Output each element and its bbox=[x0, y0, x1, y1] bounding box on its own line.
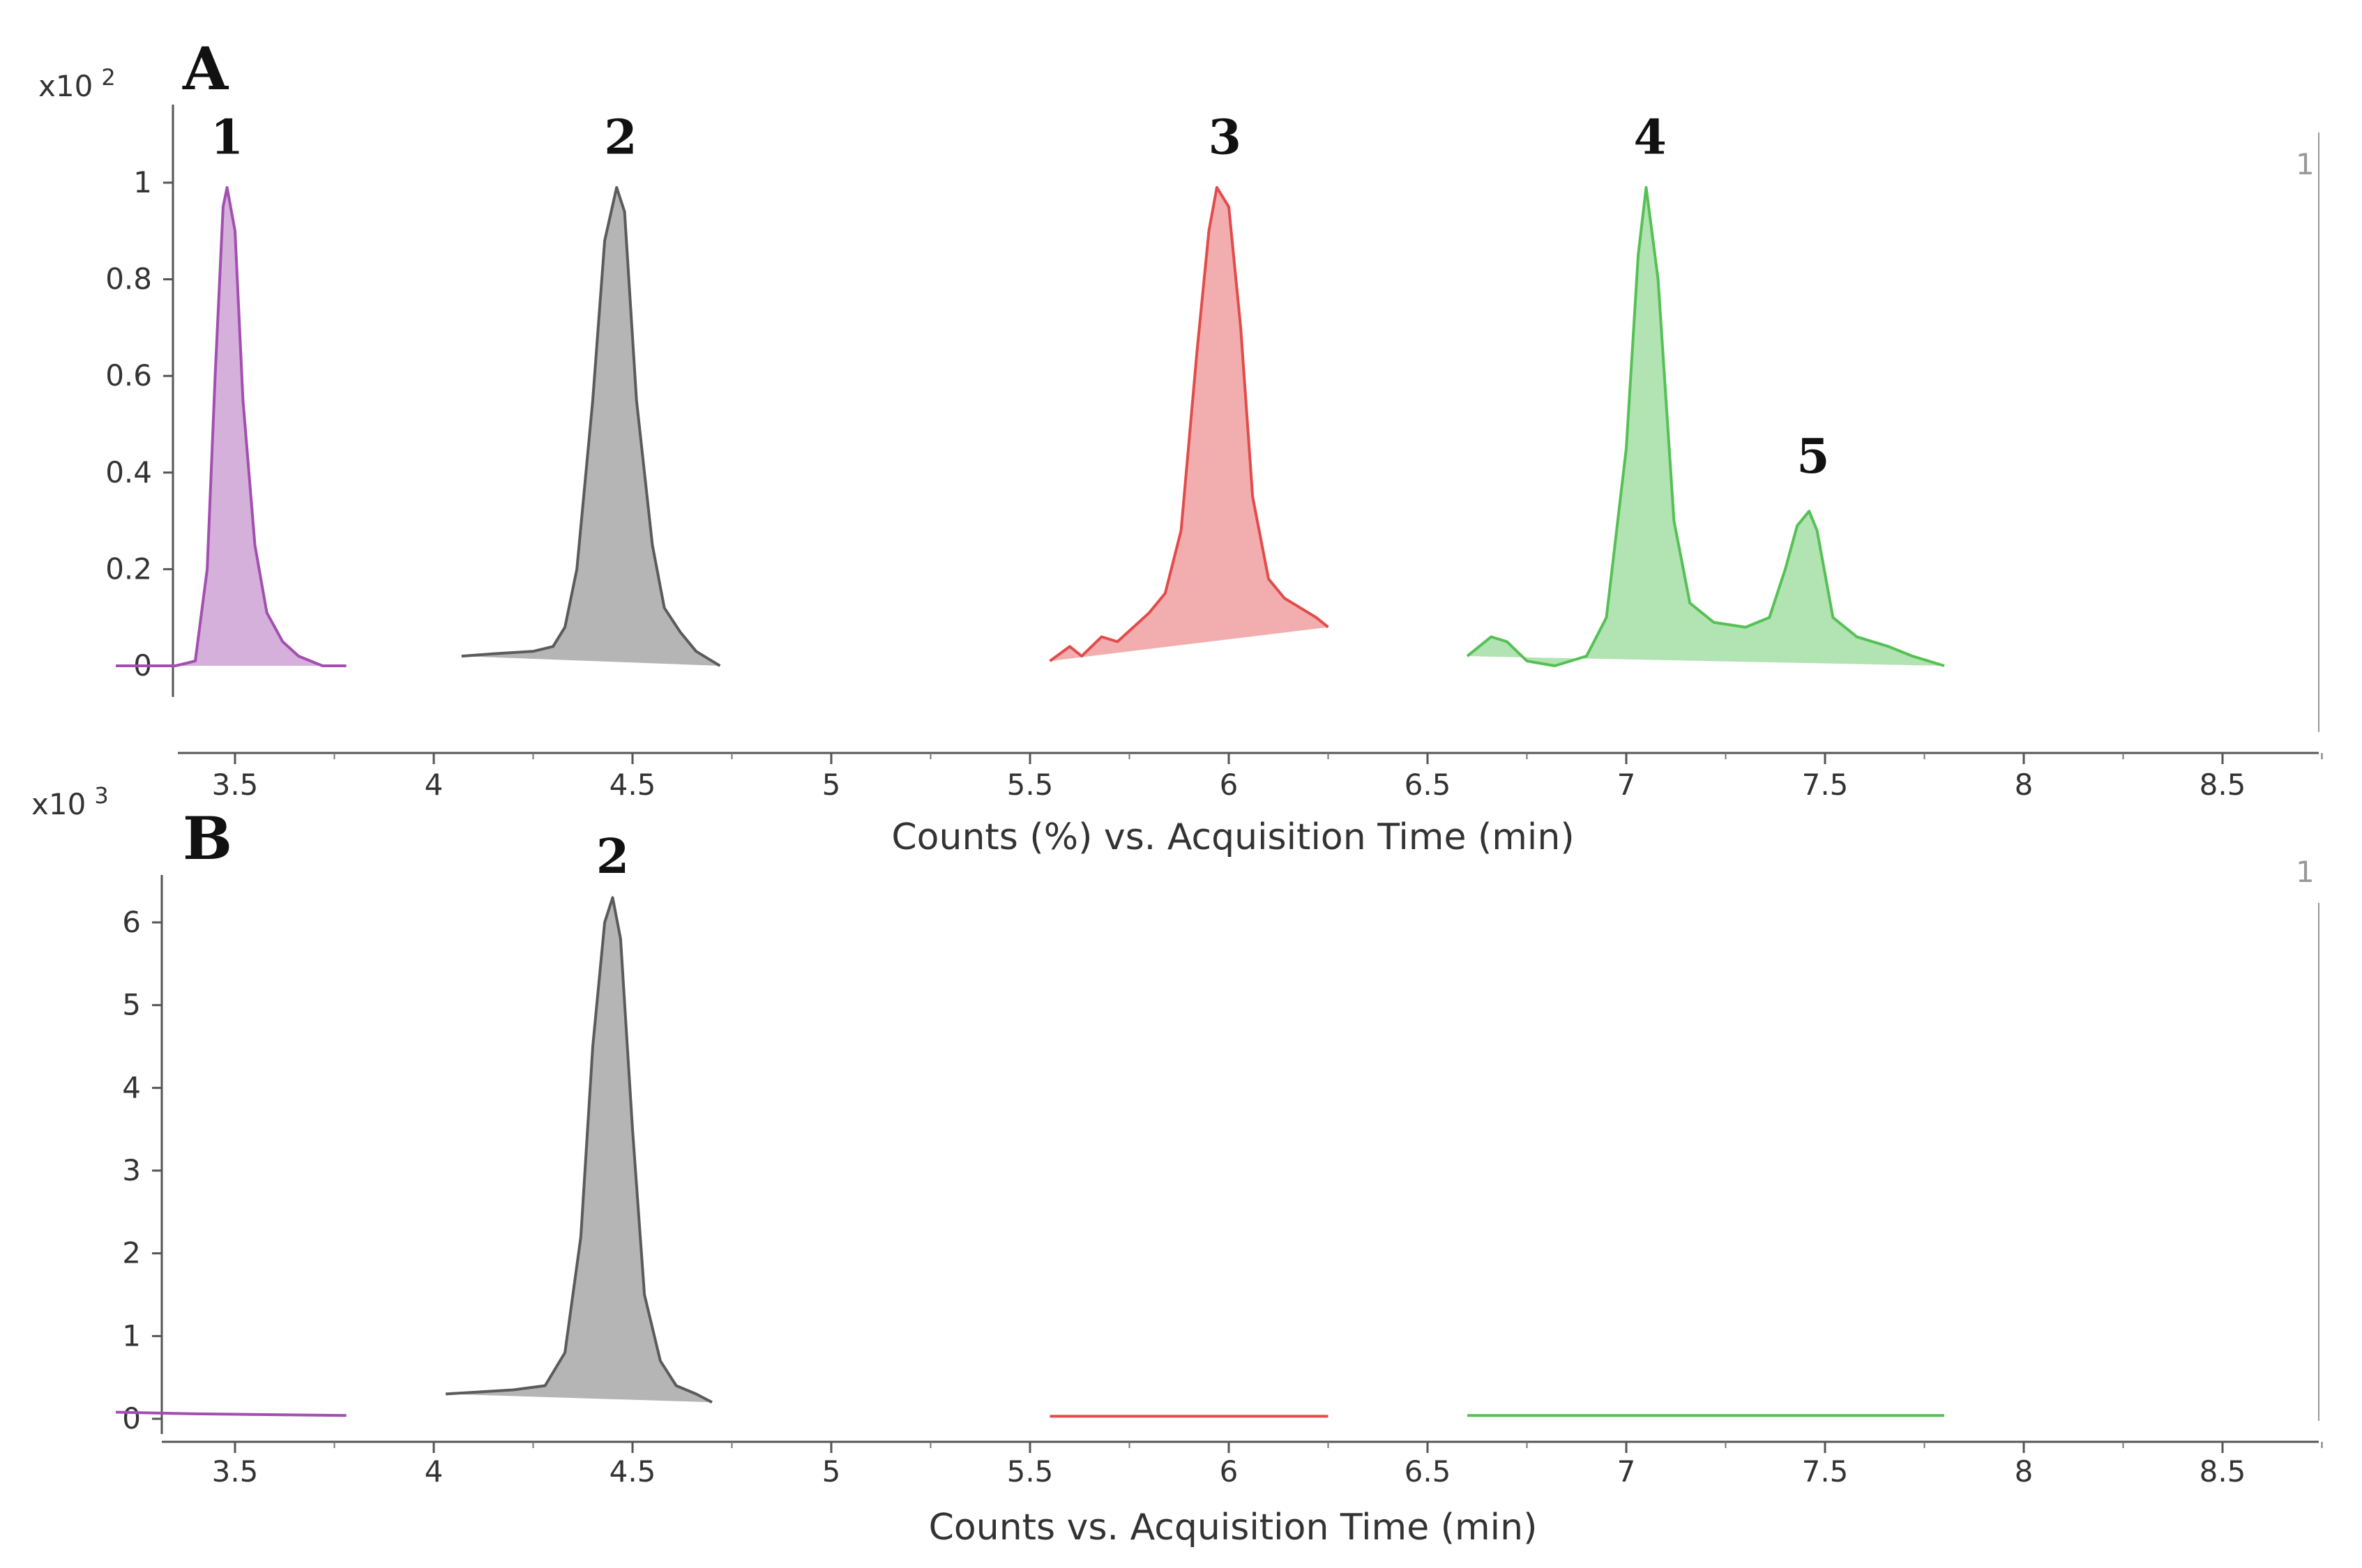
y-tick-label: 0.8 bbox=[105, 262, 152, 296]
y-tick-label: 1 bbox=[122, 1318, 141, 1353]
x-tick-label: 7.5 bbox=[1802, 768, 1849, 802]
y-tick-label: 1 bbox=[133, 165, 152, 199]
y-tick-label: 4 bbox=[122, 1070, 141, 1104]
series-0-line bbox=[115, 1410, 347, 1417]
x-tick-label: 4 bbox=[425, 1454, 444, 1489]
x-tick-label: 4.5 bbox=[610, 768, 656, 802]
peak-label: 3 bbox=[1209, 109, 1241, 165]
peak-labels-a: 123456789 bbox=[211, 109, 1830, 485]
series-group-a bbox=[116, 185, 1945, 667]
panel-b-chart: B x10 3 1 Counts vs. Acquisition Time (mi… bbox=[31, 782, 2323, 1548]
y-tick-label: 0.2 bbox=[105, 551, 152, 586]
series-0-line bbox=[116, 185, 347, 667]
x-tick-label: 7 bbox=[1617, 768, 1636, 802]
x-tick-label: 6.5 bbox=[1405, 768, 1451, 802]
series-0-area bbox=[116, 187, 347, 666]
y-multiplier-exponent-a: 2 bbox=[101, 64, 115, 91]
corner-mark-a: 1 bbox=[2296, 147, 2315, 181]
x-tick-label: 7.5 bbox=[1802, 1454, 1849, 1489]
x-tick-label: 7 bbox=[1617, 1454, 1636, 1489]
x-tick-label: 3.5 bbox=[212, 768, 259, 802]
panel-label-a: A bbox=[182, 34, 229, 103]
y-tick-label: 2 bbox=[122, 1236, 141, 1270]
x-tick-label: 6 bbox=[1220, 1454, 1239, 1489]
peak-label: 4 bbox=[1634, 109, 1667, 165]
x-tick-label: 6 bbox=[1220, 768, 1239, 802]
panel-label-b: B bbox=[183, 804, 232, 873]
y-tick-label: 3 bbox=[122, 1153, 141, 1187]
x-tick-label: 5 bbox=[822, 768, 841, 802]
x-axis-title-b: Counts vs. Acquisition Time (min) bbox=[929, 1507, 1538, 1548]
x-tick-label: 6.5 bbox=[1405, 1454, 1451, 1489]
x-tick-label: 3.5 bbox=[212, 1454, 259, 1489]
corner-mark-b: 1 bbox=[2296, 855, 2315, 889]
y-multiplier-exponent-b: 3 bbox=[94, 782, 108, 809]
peak-label: 2 bbox=[596, 829, 629, 885]
series-2-line bbox=[1049, 185, 1329, 662]
series-1-line bbox=[461, 185, 721, 667]
y-multiplier-b: x10 3 bbox=[31, 782, 109, 821]
x-tick-label: 4 bbox=[425, 768, 444, 802]
x-tick-label: 5.5 bbox=[1007, 1454, 1054, 1489]
y-tick-label: 6 bbox=[122, 905, 141, 939]
series-2-area bbox=[1050, 187, 1328, 662]
series-1-area bbox=[446, 897, 712, 1403]
y-multiplier-base-b: x10 bbox=[31, 787, 86, 821]
y-multiplier-a: x10 2 bbox=[38, 64, 116, 103]
axis-ticks-b: 3.544.555.566.577.588.599.51010.51111.51… bbox=[122, 875, 2323, 1489]
y-tick-label: 5 bbox=[122, 988, 141, 1022]
peak-label: 2 bbox=[604, 109, 637, 165]
x-tick-label: 8 bbox=[2015, 768, 2034, 802]
x-axis-title-a: Counts (%) vs. Acquisition Time (min) bbox=[891, 816, 1574, 858]
y-tick-label: 0.6 bbox=[105, 358, 152, 393]
axis-ticks-a: 3.544.555.566.577.588.599.51010.51111.51… bbox=[105, 105, 2323, 802]
x-tick-label: 5 bbox=[822, 1454, 841, 1489]
y-multiplier-base-a: x10 bbox=[38, 69, 93, 103]
x-tick-label: 5.5 bbox=[1007, 768, 1054, 802]
peak-labels-b: 2 bbox=[596, 829, 629, 885]
series-group-b bbox=[115, 896, 1944, 1418]
y-tick-label: 0.4 bbox=[105, 455, 152, 489]
series-3-line bbox=[1466, 185, 1945, 667]
series-1-line bbox=[445, 896, 713, 1404]
peak-label: 5 bbox=[1796, 429, 1829, 485]
y-tick-label: 0 bbox=[122, 1401, 141, 1436]
peak-label: 1 bbox=[211, 109, 243, 165]
panel-a-chart: A x10 2 1 Counts (%) vs. Acquisition Time… bbox=[38, 34, 2323, 858]
x-tick-label: 8 bbox=[2015, 1454, 2034, 1489]
x-tick-label: 8.5 bbox=[2200, 768, 2246, 802]
x-tick-label: 4.5 bbox=[610, 1454, 656, 1489]
x-tick-label: 8.5 bbox=[2200, 1454, 2246, 1489]
